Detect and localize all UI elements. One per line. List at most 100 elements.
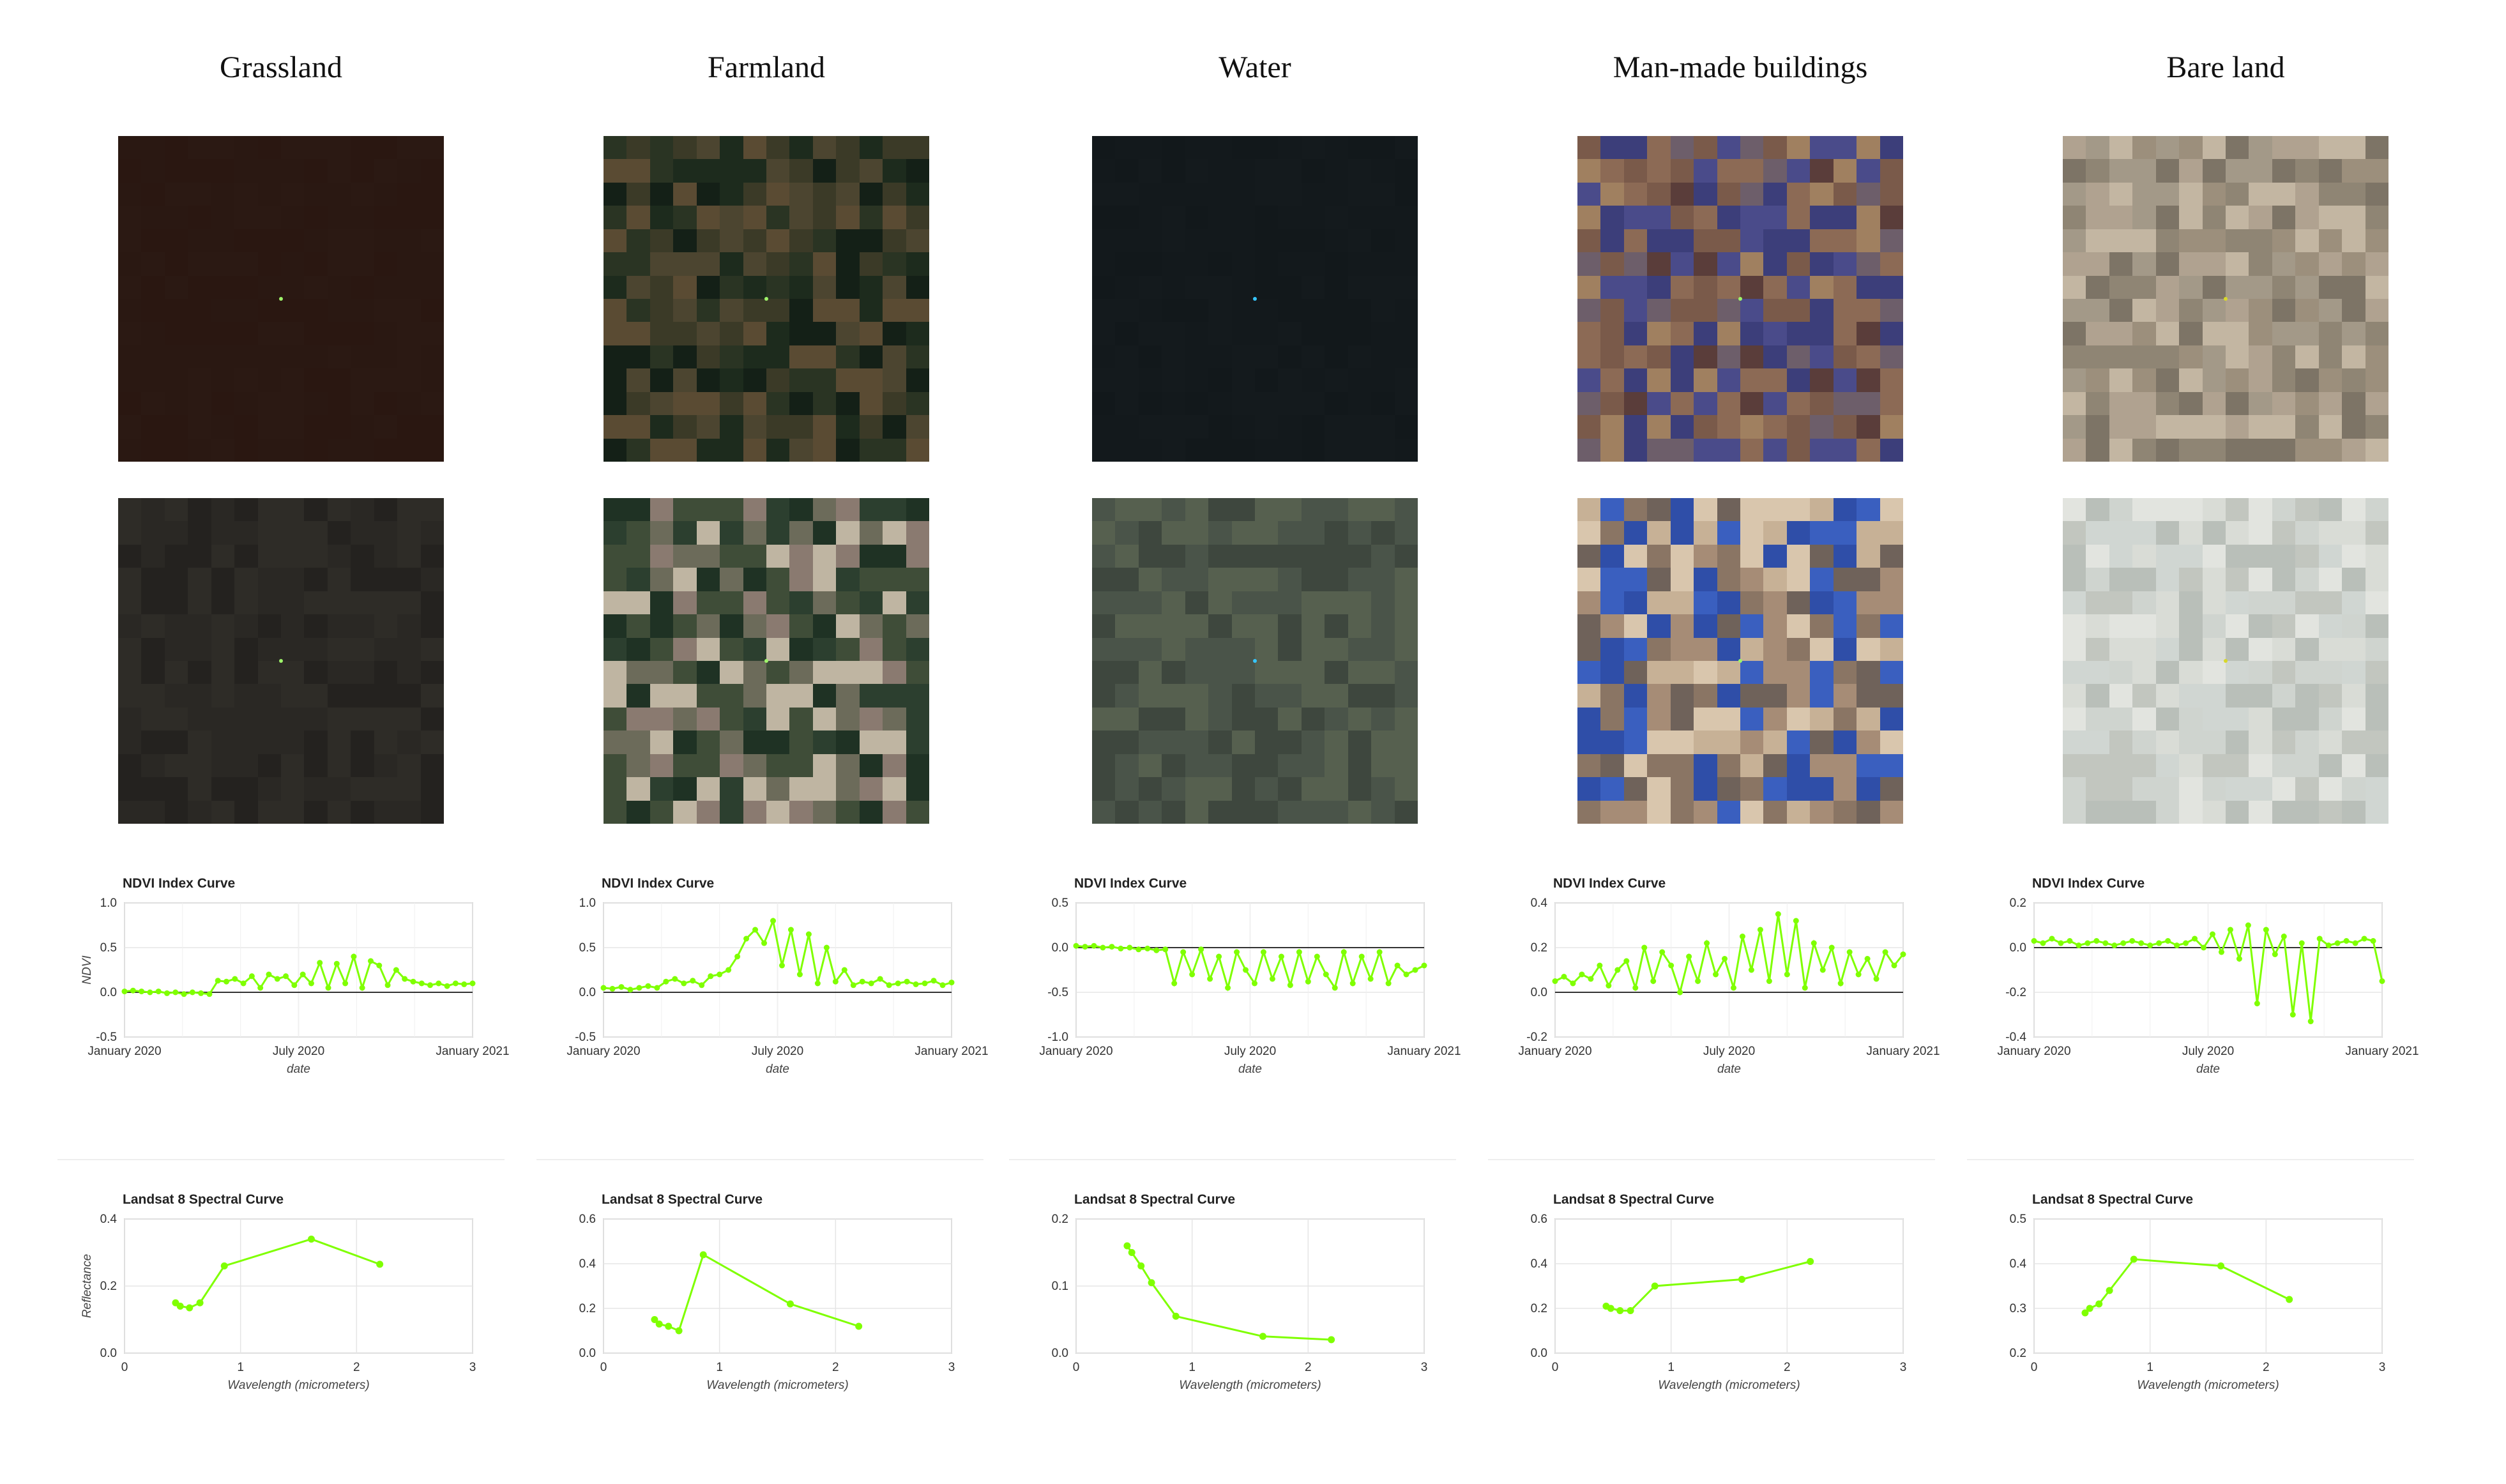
y-tick-label: 0.6: [579, 1213, 596, 1226]
spectral-series-line: [175, 1238, 381, 1309]
sample-point-marker: [2224, 297, 2228, 301]
hi-res-image: [1092, 498, 1418, 824]
ndvi-point: [1695, 978, 1701, 984]
column-grassland: Grassland: [57, 0, 505, 1484]
ndvi-point: [2093, 938, 2100, 944]
column-title: Man-made buildings: [1613, 50, 1868, 84]
ndvi-point: [2361, 935, 2367, 942]
y-tick-label: 0.5: [100, 941, 117, 955]
ndvi-point: [1882, 949, 1888, 955]
ndvi-point: [469, 980, 476, 987]
ndvi-point: [1766, 978, 1772, 984]
spectral-point: [2286, 1296, 2293, 1303]
x-tick-label: January 2020: [1997, 1045, 2070, 1058]
ndvi-point: [681, 980, 687, 987]
ndvi-point: [1376, 949, 1383, 955]
y-tick-label: 0.4: [2010, 1257, 2027, 1271]
chart-title: NDVI Index Curve: [2032, 876, 2145, 891]
x-axis-label: Wavelength (micrometers): [227, 1379, 369, 1392]
x-tick-label: January 2021: [2345, 1045, 2419, 1058]
y-axis-label: Reflectance: [80, 1254, 94, 1318]
ndvi-point: [2370, 938, 2376, 944]
ndvi-point: [1243, 967, 1249, 973]
ndvi-point: [2085, 940, 2091, 946]
ndvi-point: [163, 990, 170, 996]
ndvi-point: [1100, 944, 1106, 951]
spectral-point: [2217, 1262, 2224, 1269]
x-axis-label: date: [287, 1063, 310, 1076]
spectral-chart: Landsat 8 Spectral Curve 0.6 0.4 0.2 0.0 0 1 2 3…: [579, 1192, 955, 1392]
section-divider: [536, 1159, 983, 1160]
x-tick-label: 1: [716, 1361, 723, 1374]
ndvi-point: [2076, 943, 2082, 948]
hi-res-image: [2063, 498, 2388, 824]
ndvi-point: [1704, 940, 1710, 946]
ndvi-point: [761, 940, 768, 946]
ndvi-point: [2192, 935, 2198, 942]
x-tick-label: 3: [2379, 1361, 2386, 1374]
spectral-point: [1738, 1276, 1745, 1283]
y-tick-label: 0.2: [1531, 1302, 1547, 1315]
x-tick-label: July 2020: [273, 1045, 324, 1058]
ndvi-point: [1819, 967, 1826, 973]
ndvi-point: [1216, 953, 1222, 960]
x-tick-label: 2: [1784, 1361, 1791, 1374]
y-tick-label: 0.2: [2010, 1347, 2026, 1360]
ndvi-point: [922, 980, 928, 987]
spectral-series-line: [2084, 1258, 2290, 1314]
ndvi-point: [1332, 985, 1338, 991]
x-tick-label: July 2020: [1224, 1045, 1276, 1058]
ndvi-point: [904, 978, 910, 985]
spectral-point: [786, 1300, 794, 1308]
spectral-point: [1128, 1249, 1135, 1256]
ndvi-point: [1296, 949, 1302, 955]
spectral-chart: Landsat 8 Spectral Curve 0.5 0.4 0.3 0.2 0 1 2 3…: [2010, 1192, 2386, 1392]
ndvi-point: [308, 980, 314, 987]
x-axis-label: date: [2196, 1063, 2220, 1076]
ndvi-point: [283, 973, 289, 980]
spectral-point: [1148, 1279, 1155, 1287]
ndvi-point: [743, 935, 750, 942]
ndvi-point: [1828, 944, 1835, 951]
landsat-image: [1092, 136, 1418, 462]
x-axis-label: Wavelength (micrometers): [706, 1379, 848, 1392]
spectral-chart: Landsat 8 Spectral Curve 0.2 0.1 0.0 0 1 2 3 Wav…: [1052, 1192, 1428, 1392]
spectral-point: [1651, 1282, 1659, 1290]
ndvi-point: [359, 985, 365, 991]
spectral-point: [2106, 1287, 2113, 1294]
ndvi-point: [2058, 940, 2064, 946]
spectral-point: [2086, 1305, 2093, 1312]
ndvi-series-line: [1075, 944, 1425, 992]
ndvi-point: [1900, 951, 1906, 957]
ndvi-point: [1864, 956, 1871, 962]
x-tick-label: 1: [2146, 1361, 2153, 1374]
ndvi-point: [1606, 983, 1612, 988]
spectral-point: [1172, 1312, 1180, 1320]
x-tick-label: 0: [121, 1361, 128, 1374]
ndvi-point: [913, 981, 919, 987]
ndvi-point: [1189, 971, 1196, 978]
y-tick-label: 0.2: [100, 1280, 117, 1293]
ndvi-point: [877, 976, 883, 982]
sample-point-marker: [764, 297, 768, 301]
y-tick-label: -0.5: [575, 1031, 596, 1044]
spectral-point: [176, 1303, 184, 1310]
chart-title: Landsat 8 Spectral Curve: [1074, 1192, 1235, 1207]
x-tick-label: 3: [469, 1361, 476, 1374]
y-tick-label: 0.3: [2010, 1302, 2026, 1315]
spectral-series-line: [653, 1253, 860, 1333]
ndvi-point: [1153, 947, 1160, 953]
section-divider: [57, 1159, 505, 1160]
ndvi-point: [868, 980, 874, 987]
ndvi-point: [627, 987, 634, 993]
ndvi-point: [1757, 927, 1763, 933]
ndvi-point: [224, 978, 230, 985]
y-tick-label: 0.0: [1531, 986, 1547, 999]
sample-point-marker: [764, 659, 768, 663]
ndvi-point: [1287, 982, 1293, 988]
ndvi-point: [130, 987, 136, 994]
ndvi-point: [2040, 940, 2046, 946]
sample-point-marker: [1738, 659, 1742, 663]
y-tick-label: -0.2: [1526, 1031, 1547, 1044]
